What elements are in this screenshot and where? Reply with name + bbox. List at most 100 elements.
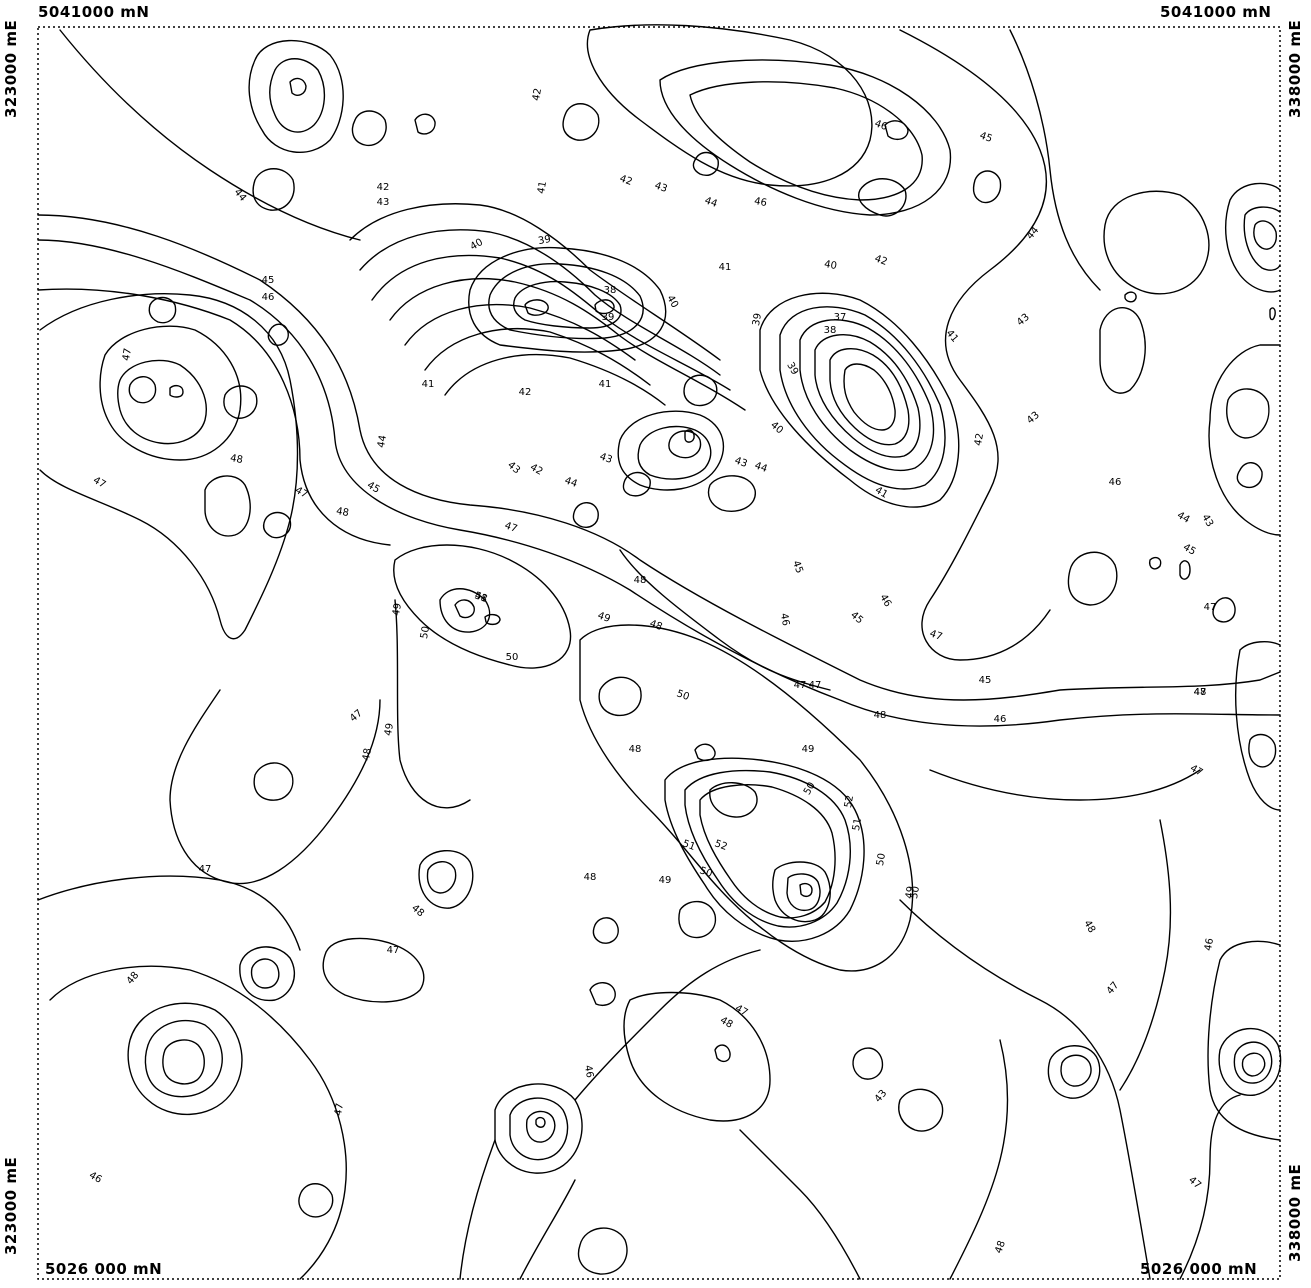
contour-value-label: 48: [361, 747, 374, 761]
contour-value-label: 46: [582, 1064, 595, 1078]
contour-value-label: 49: [391, 602, 404, 616]
contour-value-label: 45: [790, 559, 805, 575]
side-label-right-bottom: 338000 mE: [1286, 1163, 1304, 1262]
contour-value-label: 41: [536, 180, 549, 194]
contour-value-label: 40: [664, 293, 680, 310]
corner-label-top-left: 5041000 mN: [38, 3, 150, 21]
contour-lines: [37, 24, 1282, 1280]
contour-value-label: 47: [1105, 980, 1122, 997]
contour-value-label: 49: [904, 885, 917, 899]
contour-value-label: 44: [376, 434, 389, 448]
contour-value-label: 47: [387, 945, 400, 956]
contour-value-label: 48: [634, 575, 647, 586]
contour-value-label: 48: [125, 970, 142, 987]
contour-value-label: 46: [877, 592, 893, 609]
contour-value-label: 39: [602, 312, 615, 323]
side-label-left-top: 323000 mE: [2, 19, 20, 118]
contour-value-label: 37: [834, 312, 847, 323]
contour-value-label: 49: [659, 875, 672, 886]
contour-value-label: 39: [751, 312, 764, 326]
contour-value-label: 48: [993, 1239, 1008, 1255]
contour-value-label: 51: [681, 838, 697, 853]
contour-value-label: 38: [604, 285, 617, 296]
contour-value-label: 47: [794, 680, 807, 691]
contour-value-label: 44: [1025, 225, 1042, 242]
contour-value-label: 46: [873, 118, 889, 133]
contour-value-label: 43: [653, 180, 669, 195]
contour-value-label: 47: [733, 1003, 750, 1019]
contour-value-label: 45: [262, 275, 275, 286]
contour-value-label: 49: [383, 722, 396, 736]
contour-value-label: 44: [1175, 510, 1192, 526]
contour-value-label: 48: [335, 506, 349, 519]
contour-value-label: 48: [629, 744, 642, 755]
contour-value-label: 48: [718, 1015, 735, 1031]
contour-value-label: 48: [409, 903, 426, 920]
corner-label-bottom-right: 5026 000 mN: [1140, 1260, 1258, 1278]
contour-value-label: 47: [503, 520, 519, 535]
contour-value-label: 50: [506, 652, 519, 663]
contour-value-label: 50: [875, 852, 888, 866]
contour-value-label: 47: [199, 864, 212, 875]
contour-value-label: 41: [719, 262, 732, 273]
contour-value-label: 43: [1015, 312, 1032, 329]
contour-value-label: 43: [1025, 410, 1042, 427]
contour-value-label: 48: [1194, 687, 1207, 698]
contour-value-label: 46: [994, 714, 1007, 725]
contour-value-label: 46: [778, 612, 791, 626]
contour-value-label: 43: [505, 460, 522, 477]
contour-value-label: 50: [802, 780, 818, 797]
contour-value-label: 43: [598, 451, 614, 466]
contour-value-label: 47: [809, 680, 822, 691]
contour-value-label: 51: [473, 590, 489, 605]
contour-value-label: 47: [1194, 687, 1207, 698]
contour-value-label: 50: [419, 625, 432, 639]
contour-value-label: 47: [91, 475, 108, 491]
contour-value-label: 46: [87, 1170, 104, 1186]
contour-value-label: 43: [1199, 512, 1215, 529]
contour-value-label: 50: [909, 885, 922, 899]
contour-value-label: 46: [262, 292, 275, 303]
contour-value-label: 42: [377, 182, 390, 193]
contour-value-label: 48: [473, 590, 489, 605]
contour-value-label: 39: [537, 234, 551, 247]
contour-value-label: 46: [753, 196, 767, 209]
corner-label-bottom-left: 5026 000 mN: [45, 1260, 163, 1278]
side-label-left-bottom: 323000 mE: [2, 1156, 20, 1255]
side-label-right-top: 338000 mE: [1286, 19, 1304, 118]
contour-value-label: 41: [599, 379, 612, 390]
contour-value-label: 39: [784, 360, 800, 377]
contour-value-label: 45: [978, 130, 994, 145]
contour-value-label: 44: [563, 475, 579, 490]
contour-value-label: 42: [873, 253, 889, 268]
contour-value-label: 46: [1109, 477, 1122, 488]
contour-value-label: 41: [422, 379, 435, 390]
contour-value-label: 47: [348, 708, 365, 725]
contour-value-label: 48: [584, 872, 597, 883]
contour-value-label: 47: [1186, 1175, 1203, 1192]
contour-value-label: 45: [1181, 542, 1198, 558]
contour-value-label: 50: [675, 688, 691, 703]
contour-value-label: 47: [1204, 602, 1217, 613]
contour-value-label: 42: [618, 173, 634, 188]
contour-value-label: 47: [333, 1102, 346, 1116]
contour-values: 42 41 42 43 44 46 46 45 44 43 42 41 40 39 38 39 40 41 40 42…: [87, 87, 1216, 1255]
contour-value-label: 38: [824, 325, 837, 336]
contour-value-label: 43: [377, 197, 390, 208]
contour-value-label: 52: [713, 838, 729, 853]
contour-value-label: 48: [648, 618, 664, 633]
contour-value-label: 45: [979, 675, 992, 686]
contour-value-label: 48: [229, 453, 243, 466]
contour-value-label: 44: [232, 187, 249, 204]
contour-value-label: 40: [823, 259, 837, 272]
contour-value-label: 49: [802, 744, 815, 755]
contour-value-label: 47: [928, 628, 944, 643]
contour-value-label: 48: [1081, 918, 1097, 935]
contour-value-label: 46: [1203, 937, 1216, 951]
contour-value-label: 44: [703, 195, 719, 210]
contour-value-label: 40: [768, 420, 785, 437]
contour-value-label: 42: [531, 87, 544, 101]
contour-value-label: 47: [121, 347, 134, 361]
contour-value-label: 48: [874, 710, 887, 721]
